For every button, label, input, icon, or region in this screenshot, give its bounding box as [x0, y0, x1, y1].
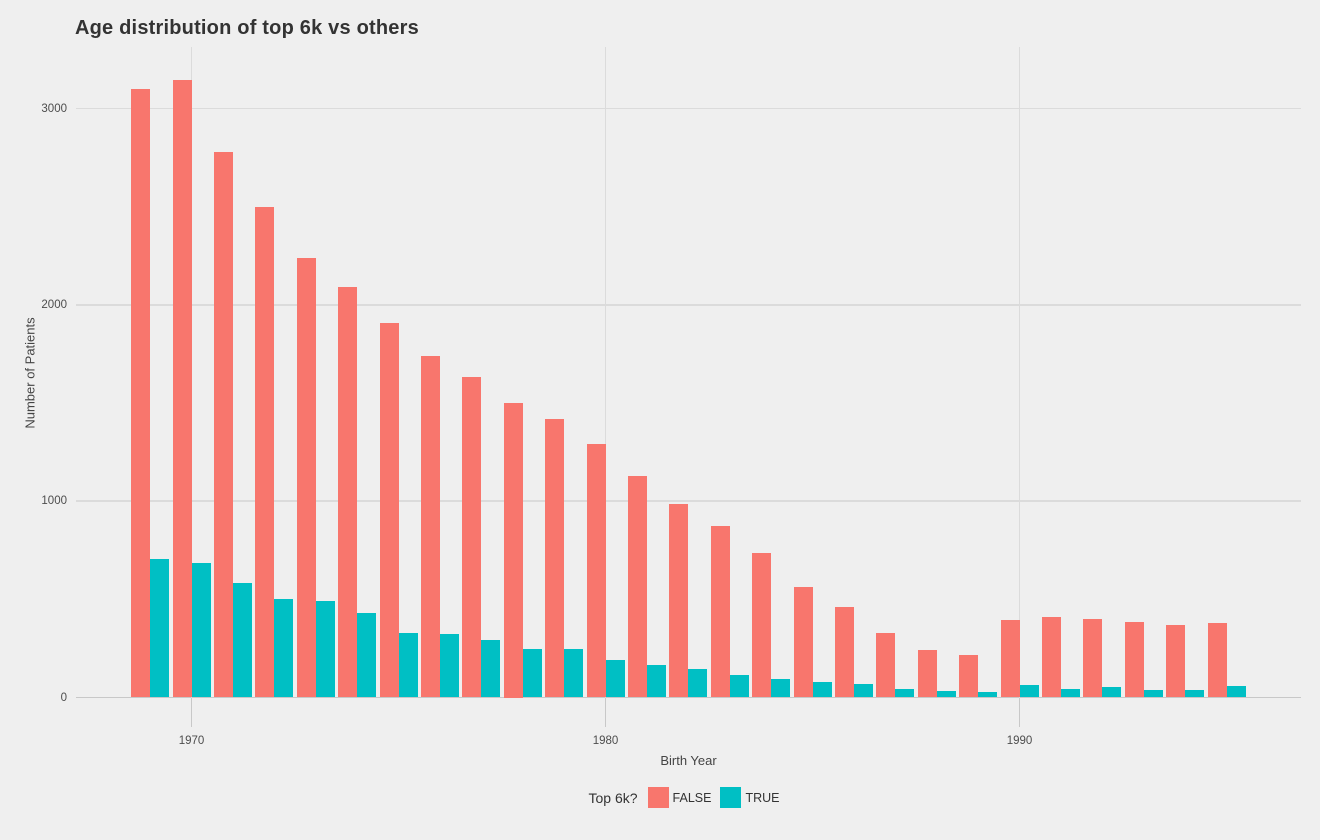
legend-title: Top 6k?: [588, 789, 638, 806]
x-gridline: [604, 47, 607, 698]
chart-title: Age distribution of top 6k vs others: [75, 17, 419, 39]
bar-true: [978, 691, 998, 698]
bar-false: [710, 525, 730, 698]
bar-false: [1000, 619, 1020, 698]
x-gridline: [190, 47, 193, 698]
bar-false: [1166, 624, 1186, 698]
x-gridline: [1018, 47, 1021, 698]
legend-swatch-true: [720, 787, 742, 808]
bar-true: [191, 563, 211, 698]
x-axis-title: Birth Year: [660, 753, 717, 768]
bar-true: [1185, 690, 1205, 698]
legend: Top 6k? FALSE TRUE: [76, 787, 1301, 808]
bar-false: [462, 377, 482, 698]
bar-true: [1143, 690, 1163, 698]
bar-false: [959, 655, 979, 698]
legend-items: FALSE TRUE: [647, 787, 789, 808]
bar-true: [605, 660, 625, 698]
bar-true: [564, 649, 584, 698]
bar-false: [586, 444, 606, 698]
bar-true: [232, 582, 252, 698]
y-tick-label: 2000: [41, 298, 67, 311]
bar-true: [1102, 686, 1122, 698]
bar-true: [936, 691, 956, 698]
bar-false: [834, 607, 854, 698]
bar-true: [895, 688, 915, 698]
y-tick-label: 1000: [41, 495, 67, 508]
x-tick-label: 1970: [178, 735, 205, 747]
bar-true: [522, 649, 542, 698]
y-gridline: [76, 500, 1301, 502]
bar-false: [213, 151, 233, 698]
bar-false: [1207, 622, 1227, 698]
legend-label: TRUE: [745, 790, 780, 805]
y-axis-title: Number of Patients: [22, 317, 38, 429]
x-axis-tick: [604, 697, 607, 727]
y-tick-label: 3000: [41, 102, 67, 115]
bar-false: [917, 650, 937, 698]
bar-false: [379, 322, 399, 698]
x-axis-tick: [1018, 697, 1021, 727]
x-tick-label: 1980: [592, 735, 619, 747]
x-axis-tick: [190, 697, 193, 727]
bar-false: [420, 355, 440, 698]
bar-false: [669, 504, 689, 698]
bar-false: [1083, 618, 1103, 698]
bar-false: [627, 475, 647, 698]
bar-true: [274, 599, 294, 698]
y-tick-label: 0: [60, 691, 67, 704]
legend-swatch-false: [647, 787, 669, 808]
bar-true: [439, 633, 459, 698]
x-tick-label: 1990: [1006, 735, 1033, 747]
bar-true: [771, 678, 791, 698]
bar-true: [398, 632, 418, 698]
bar-false: [793, 586, 813, 698]
bar-true: [729, 674, 749, 698]
bar-false: [752, 553, 772, 698]
bar-true: [1226, 686, 1246, 698]
bar-true: [812, 682, 832, 698]
legend-item-false: FALSE: [647, 787, 712, 808]
bar-true: [481, 639, 501, 698]
bar-false: [1124, 621, 1144, 698]
bar-false: [296, 257, 316, 698]
bar-true: [357, 613, 377, 698]
bar-false: [503, 403, 523, 698]
bar-true: [646, 665, 666, 698]
bar-false: [545, 418, 565, 698]
bar-true: [1060, 688, 1080, 698]
bar-false: [338, 287, 358, 698]
bar-true: [688, 669, 708, 698]
bar-true: [315, 601, 335, 698]
legend-item-true: TRUE: [720, 787, 780, 808]
bar-true: [1019, 685, 1039, 698]
bar-true: [150, 559, 170, 698]
bar-false: [1041, 617, 1061, 698]
y-gridline: [76, 107, 1301, 110]
bar-false: [255, 206, 275, 698]
bar-false: [131, 88, 151, 698]
bar-true: [853, 684, 873, 698]
legend-label: FALSE: [672, 790, 712, 805]
bar-false: [172, 80, 192, 698]
bar-false: [876, 632, 896, 698]
y-gridline: [76, 304, 1301, 306]
x-axis-baseline: [76, 696, 1301, 699]
